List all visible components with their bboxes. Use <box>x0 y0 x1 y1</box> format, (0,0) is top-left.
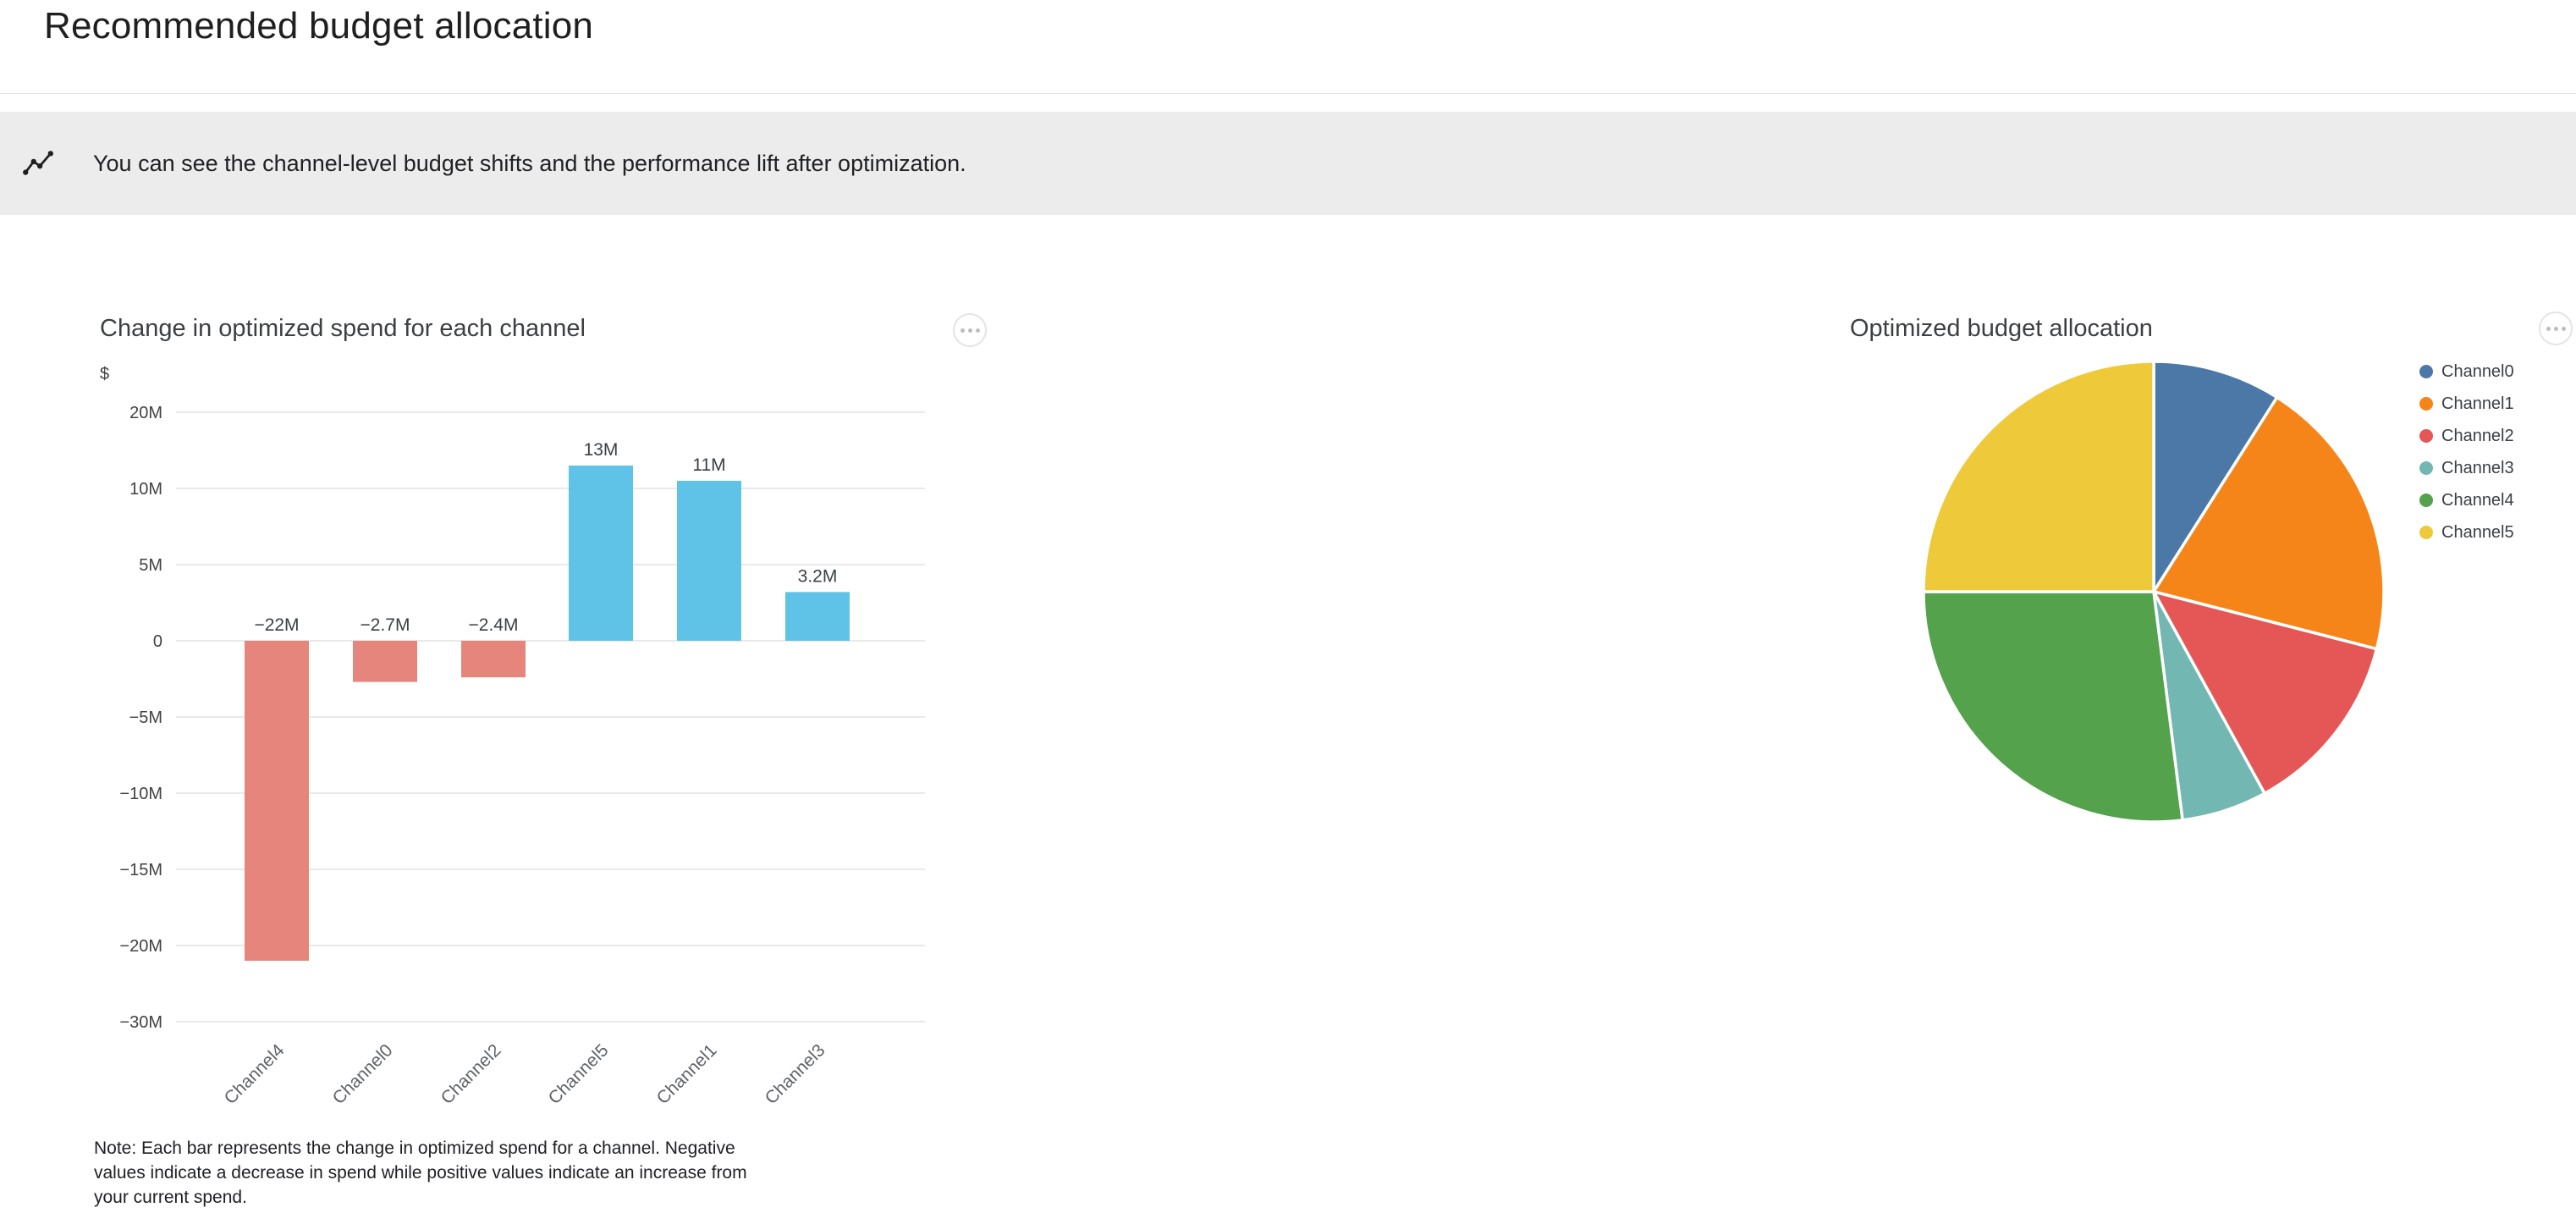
page-title: Recommended budget allocation <box>44 5 594 47</box>
bar-chart-note: Note: Each bar represents the change in … <box>94 1136 747 1210</box>
legend-label: Channel5 <box>2441 522 2514 542</box>
bar-chart-title: Change in optimized spend for each chann… <box>100 315 586 342</box>
legend-label: Channel0 <box>2441 361 2514 381</box>
y-tick-label: −10M <box>119 785 162 803</box>
legend-swatch-icon <box>2419 365 2433 378</box>
legend-label: Channel2 <box>2441 426 2514 445</box>
legend-item-Channel5: Channel5 <box>2419 516 2514 549</box>
pie-slice-Channel5 <box>1922 360 2155 593</box>
y-tick-label: −30M <box>119 1013 162 1032</box>
bar-Channel5 <box>569 466 633 641</box>
y-tick-label: 10M <box>129 480 162 499</box>
header-divider <box>0 93 2576 94</box>
y-tick-label: 5M <box>139 556 162 575</box>
bar-chart-note-line: your current spend. <box>94 1188 247 1207</box>
bar-value-label: 11M <box>692 455 725 475</box>
legend-item-Channel1: Channel1 <box>2419 388 2514 420</box>
legend-label: Channel4 <box>2441 490 2514 510</box>
legend-item-Channel0: Channel0 <box>2419 356 2514 388</box>
bar-chart-note-line: Note: Each bar represents the change in … <box>94 1139 735 1158</box>
info-banner: You can see the channel-level budget shi… <box>0 112 2576 215</box>
bar-chart-y-axis-label: $ <box>100 365 109 383</box>
pie-slice-Channel1 <box>2152 395 2386 651</box>
x-category-label: Channel3 <box>762 1040 829 1108</box>
bar-value-label: −2.7M <box>361 615 410 635</box>
bar-Channel2 <box>461 641 526 678</box>
legend-swatch-icon <box>2419 493 2433 507</box>
legend-swatch-icon <box>2419 461 2433 475</box>
y-tick-label: 0 <box>153 632 162 651</box>
bar-value-label: −22M <box>254 615 299 635</box>
bar-chart: $20M 10M 5M 0 −5M −10M −15M −20M −30M −22M Channel… <box>100 365 925 1108</box>
legend-item-Channel4: Channel4 <box>2419 484 2514 516</box>
bar-Channel1 <box>677 481 741 641</box>
pie-legend: Channel0 Channel1 Channel2 Channel3 Channel4… <box>2419 356 2514 549</box>
bar-Channel0 <box>353 641 417 682</box>
bar-value-label: 13M <box>584 440 619 460</box>
info-banner-text: You can see the channel-level budget shi… <box>93 150 966 176</box>
x-category-label: Channel1 <box>653 1040 721 1108</box>
bar-chart-more-options-icon[interactable] <box>953 313 987 347</box>
pie-slice-Channel2 <box>2152 590 2379 796</box>
insights-icon <box>22 147 54 179</box>
y-tick-label: −5M <box>129 708 162 727</box>
bar-value-label: −2.4M <box>469 615 519 635</box>
legend-swatch-icon <box>2419 526 2433 539</box>
pie-chart <box>1922 360 2386 824</box>
pie-chart-more-options-icon[interactable] <box>2539 312 2573 345</box>
bar-value-label: 3.2M <box>798 566 838 586</box>
legend-item-Channel2: Channel2 <box>2419 420 2514 452</box>
legend-swatch-icon <box>2419 429 2433 443</box>
y-tick-label: −15M <box>119 861 162 879</box>
x-category-label: Channel4 <box>221 1040 289 1108</box>
pie-slice-Channel0 <box>2152 360 2279 593</box>
legend-item-Channel3: Channel3 <box>2419 452 2514 484</box>
pie-slice-Channel4 <box>1922 590 2184 824</box>
legend-label: Channel1 <box>2441 394 2514 413</box>
legend-swatch-icon <box>2419 397 2433 411</box>
y-tick-label: −20M <box>119 937 162 956</box>
bar-Channel4 <box>245 641 309 961</box>
bar-chart-note-line: values indicate a decrease in spend whil… <box>94 1163 747 1183</box>
pie-chart-title: Optimized budget allocation <box>1850 315 2153 342</box>
legend-label: Channel3 <box>2441 458 2514 477</box>
x-category-label: Channel2 <box>438 1040 505 1108</box>
x-category-label: Channel5 <box>545 1040 613 1108</box>
y-tick-label: 20M <box>129 404 162 422</box>
x-category-label: Channel0 <box>329 1040 397 1108</box>
bar-Channel3 <box>785 592 850 641</box>
